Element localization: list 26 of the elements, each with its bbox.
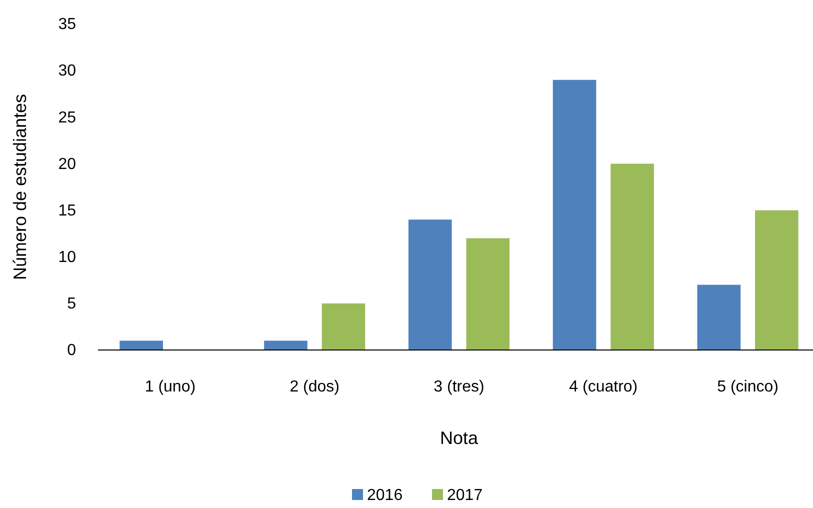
legend-label: 2016 [367,487,403,504]
x-tick-label: 1 (uno) [144,378,196,396]
y-tick-label: 20 [58,156,76,173]
x-tick-label: 2 (dos) [290,378,340,396]
y-tick-label: 30 [58,62,76,80]
legend-label: 2017 [447,487,483,504]
y-tick-label: 25 [58,109,76,126]
bar [264,340,308,350]
y-tick-label: 0 [67,342,76,360]
x-axis-title: Nota [440,428,479,448]
y-tick-label: 35 [58,16,76,34]
bar [697,284,741,350]
bar [120,340,163,350]
bar [755,210,798,350]
bar [466,238,510,350]
bar [408,220,452,350]
y-tick-label: 10 [58,248,76,266]
x-tick-label: 4 (cuatro) [569,378,638,396]
bar [322,303,366,350]
bar [610,164,654,350]
y-axis-title: Número de estudiantes [10,94,30,280]
x-tick-label: 5 (cinco) [717,378,778,396]
x-tick-label: 3 (tres) [434,378,484,396]
y-tick-label: 5 [67,296,76,313]
bar [552,80,596,350]
y-tick-label: 15 [58,202,76,220]
